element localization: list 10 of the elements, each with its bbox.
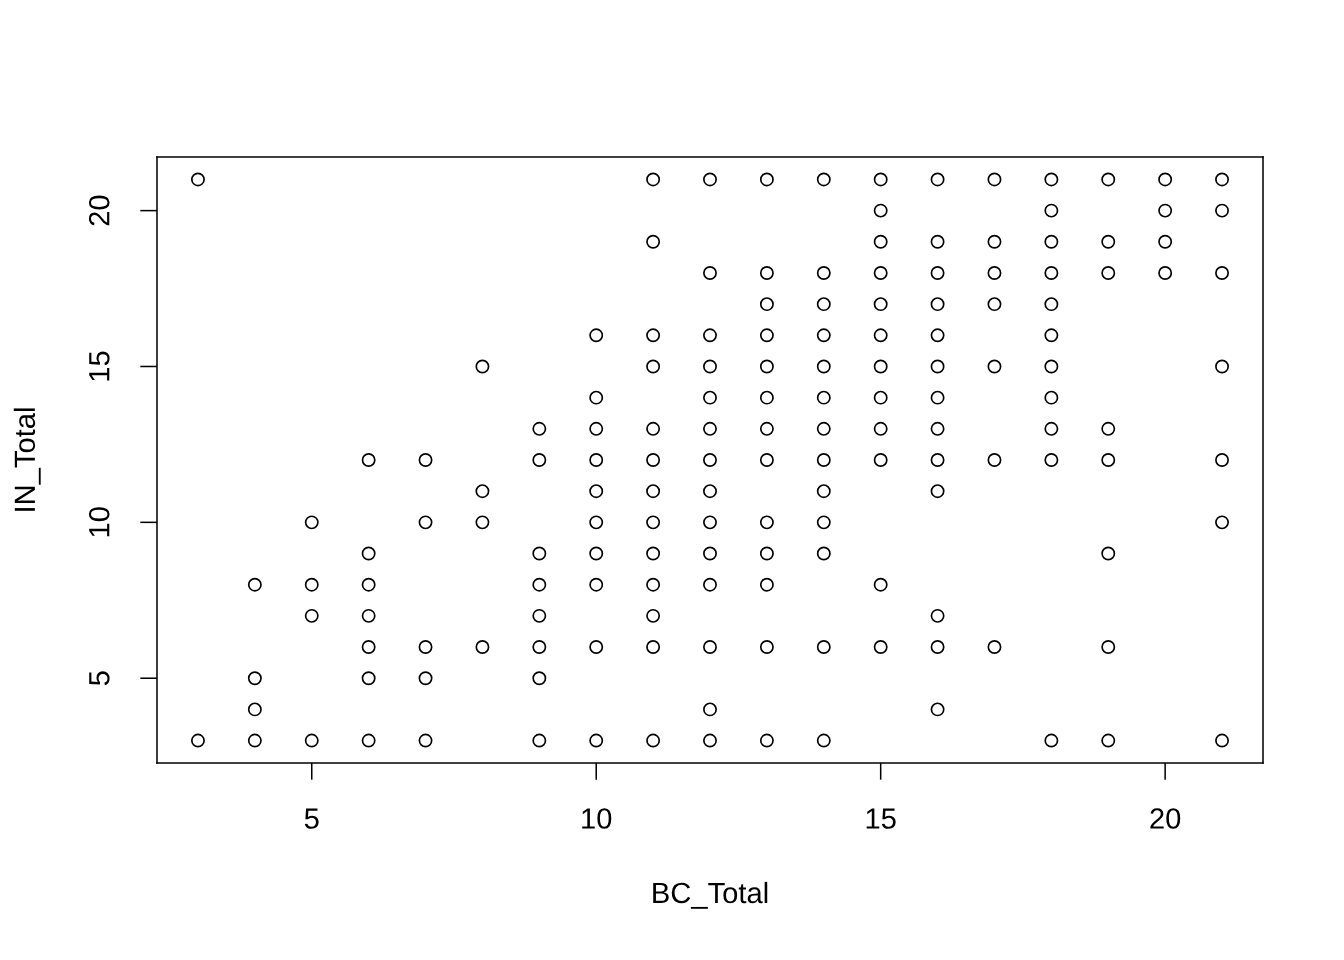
x-axis-title: BC_Total: [653, 881, 768, 909]
y-tick-label: 15: [89, 351, 110, 381]
y-tick-label: 10: [88, 507, 110, 537]
x-tick-label: 10: [582, 808, 612, 829]
y-tick-label: 5: [89, 671, 110, 686]
x-tick-label: 5: [304, 808, 319, 829]
y-tick-label: 20: [88, 195, 110, 226]
x-tick-label: 20: [1150, 808, 1181, 829]
x-tick-label: 15: [866, 808, 896, 829]
y-axis-title: IN_Total: [13, 408, 41, 511]
